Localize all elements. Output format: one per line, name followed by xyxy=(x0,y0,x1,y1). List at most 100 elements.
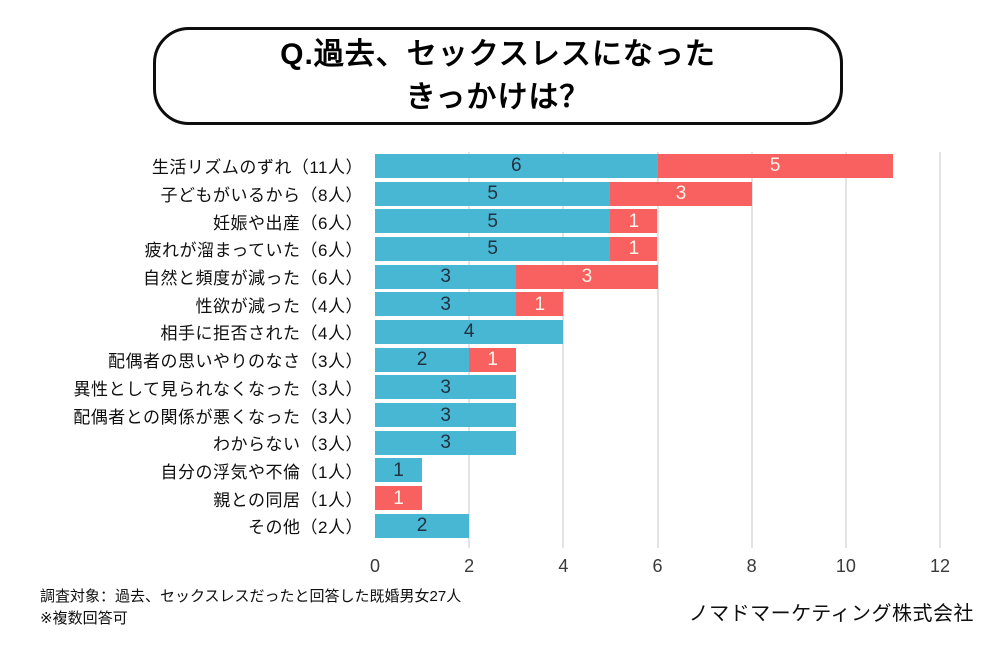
category-label: 配偶者の思いやりのなさ（3人） xyxy=(108,352,363,372)
bar-segment-red: 1 xyxy=(469,347,517,372)
x-axis-tick-label: 4 xyxy=(558,556,569,576)
chart-row: 配偶者の思いやりのなさ（3人） 2 1 xyxy=(0,346,1000,374)
bar-value-label: 1 xyxy=(534,293,546,315)
x-axis: 0 2 4 6 8 10 12 xyxy=(370,556,950,582)
bar-value-label: 1 xyxy=(487,349,498,371)
survey-note-line-2: ※複数回答可 xyxy=(40,610,128,627)
bar-value-label: 3 xyxy=(440,293,451,315)
bar-value-label: 2 xyxy=(416,515,428,537)
x-axis-tick-label: 10 xyxy=(835,556,856,576)
bar-value-label: 3 xyxy=(440,266,451,288)
bar-value-label: 3 xyxy=(440,432,451,454)
row-plot: 1 xyxy=(375,486,940,511)
bar-value-label: 5 xyxy=(769,155,781,177)
bar-segment-blue: 3 xyxy=(375,292,517,317)
chart-rows: 生活リズムのずれ（11人） 6 5 子どもがいるから（8人） 5 3 妊娠や出産（6人） 5 1… xyxy=(0,152,1000,540)
category-label: 自分の浮気や不倫（1人） xyxy=(160,462,363,482)
bar-segment-blue: 2 xyxy=(375,347,470,372)
bar-value-label: 1 xyxy=(393,459,404,481)
survey-note: 調査対象：過去、セックスレスだったと回答した既婚男女27人 ※複数回答可 xyxy=(40,586,461,630)
x-axis-tick-label: 6 xyxy=(652,556,663,576)
bar-segment-blue: 1 xyxy=(375,458,423,483)
bar-segment-red: 5 xyxy=(657,153,893,178)
bar-segment-blue: 3 xyxy=(375,430,517,455)
bar-value-label: 5 xyxy=(487,238,498,260)
x-axis-tick-label: 0 xyxy=(369,556,381,576)
bar-value-label: 3 xyxy=(675,183,687,205)
row-plot: 1 xyxy=(375,458,940,483)
bar-value-label: 2 xyxy=(416,349,428,371)
chart-row: わからない（3人） 3 xyxy=(0,429,1000,457)
gridline xyxy=(656,152,659,548)
category-label: 生活リズムのずれ（11人） xyxy=(151,158,363,178)
gridline xyxy=(750,152,753,548)
bar-value-label: 4 xyxy=(463,321,475,343)
row-plot: 4 xyxy=(375,319,940,344)
bar-segment-red: 3 xyxy=(516,264,658,289)
bar-segment-red: 3 xyxy=(610,181,752,206)
title-box: Q.過去、セックスレスになった きっかけは？ xyxy=(153,27,843,125)
stacked-bar-chart: 生活リズムのずれ（11人） 6 5 子どもがいるから（8人） 5 3 妊娠や出産（6人） 5 1… xyxy=(0,152,1000,592)
bar-value-label: 3 xyxy=(440,404,451,426)
bar-value-label: 1 xyxy=(628,210,640,232)
title-line-2: きっかけは？ xyxy=(405,81,591,114)
row-plot: 3 xyxy=(375,430,940,455)
title-line-1: Q.過去、セックスレスになった xyxy=(280,38,716,71)
bar-segment-blue: 3 xyxy=(375,375,517,400)
bar-segment-blue: 2 xyxy=(375,513,470,538)
bar-segment-red: 1 xyxy=(375,486,423,511)
x-axis-tick-label: 8 xyxy=(746,556,757,576)
bar-segment-red: 1 xyxy=(610,209,658,234)
bar-segment-red: 1 xyxy=(516,292,564,317)
row-plot: 3 xyxy=(375,375,940,400)
chart-row: 配偶者との関係が悪くなった（3人） 3 xyxy=(0,401,1000,429)
category-label: 自然と頻度が減った（6人） xyxy=(143,269,363,289)
category-label: その他（2人） xyxy=(248,518,363,538)
gridline xyxy=(939,152,941,548)
row-plot: 2 xyxy=(375,513,940,538)
category-label: 性欲が減った（4人） xyxy=(195,296,363,316)
category-label: 疲れが溜まっていた（6人） xyxy=(144,241,363,261)
x-axis-tick-label: 2 xyxy=(464,556,475,576)
company-name: ノマドマーケティング株式会社 xyxy=(688,603,974,625)
bar-segment-blue: 5 xyxy=(375,236,611,261)
bar-segment-blue: 5 xyxy=(375,181,611,206)
chart-row: 親との同居（1人） 1 xyxy=(0,484,1000,512)
bar-value-label: 6 xyxy=(510,155,522,177)
bar-value-label: 5 xyxy=(487,183,498,205)
chart-row: 性欲が減った（4人） 3 1 xyxy=(0,290,1000,318)
chart-row: 生活リズムのずれ（11人） 6 5 xyxy=(0,152,1000,180)
bar-segment-blue: 5 xyxy=(375,209,611,234)
chart-row: その他（2人） 2 xyxy=(0,512,1000,540)
bar-value-label: 3 xyxy=(581,266,593,288)
survey-note-line-1: 調査対象：過去、セックスレスだったと回答した既婚男女27人 xyxy=(40,588,462,605)
bar-value-label: 1 xyxy=(628,238,640,260)
bar-segment-blue: 6 xyxy=(375,153,658,178)
gridline xyxy=(562,152,565,548)
x-axis-tick-label: 12 xyxy=(929,556,951,576)
bar-value-label: 3 xyxy=(440,376,451,398)
bar-value-label: 5 xyxy=(487,210,498,232)
chart-row: 自然と頻度が減った（6人） 3 3 xyxy=(0,263,1000,291)
chart-row: 妊娠や出産（6人） 5 1 xyxy=(0,207,1000,235)
bar-segment-blue: 4 xyxy=(375,319,564,344)
category-label: 妊娠や出産（6人） xyxy=(213,213,363,233)
chart-row: 疲れが溜まっていた（6人） 5 1 xyxy=(0,235,1000,263)
category-label: 異性として見られなくなった（3人） xyxy=(73,379,363,399)
category-label: わからない（3人） xyxy=(213,435,363,455)
category-label: 子どもがいるから（8人） xyxy=(160,186,363,206)
bar-segment-red: 1 xyxy=(610,236,658,261)
bar-value-label: 1 xyxy=(393,487,404,509)
bar-segment-blue: 3 xyxy=(375,403,517,428)
row-plot: 3 xyxy=(375,403,940,428)
gridline xyxy=(844,152,847,548)
chart-row: 異性として見られなくなった（3人） 3 xyxy=(0,374,1000,402)
category-label: 配偶者との関係が悪くなった（3人） xyxy=(73,407,363,427)
